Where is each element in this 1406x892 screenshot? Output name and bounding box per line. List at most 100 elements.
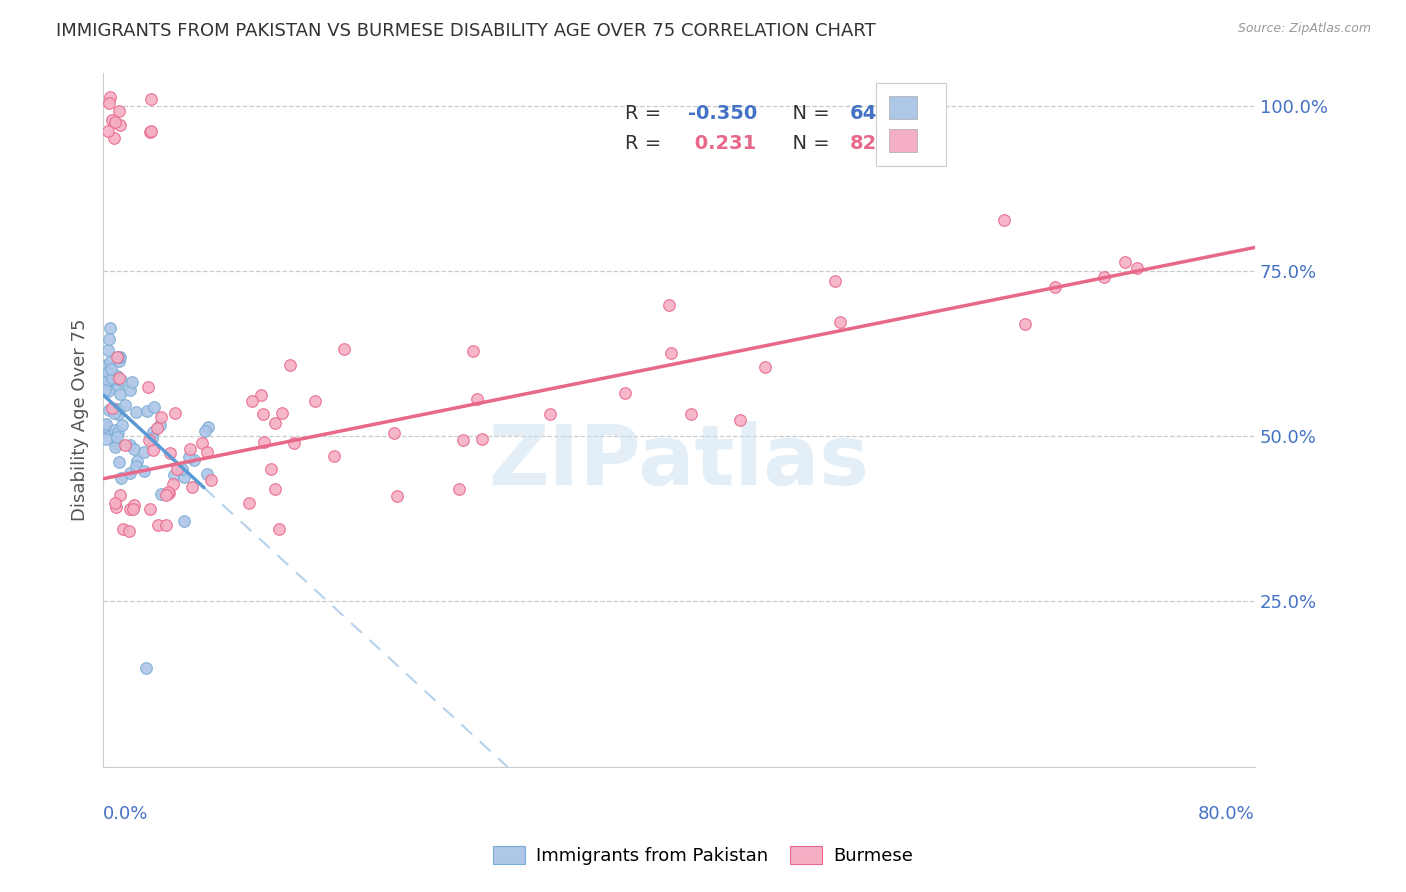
Point: [267, 522, 290, 536]
Point: [728, 413, 751, 427]
Point: [97, 384, 120, 398]
Point: [146, 420, 169, 434]
Text: -0.350: -0.350: [688, 103, 758, 123]
Point: [149, 409, 172, 424]
Point: [138, 433, 160, 447]
Point: [132, 445, 155, 459]
Point: [250, 388, 273, 402]
Point: [271, 406, 294, 420]
Point: [118, 438, 141, 452]
Point: [1126, 261, 1149, 276]
Point: [155, 488, 177, 502]
Point: [238, 496, 260, 510]
Point: [121, 501, 143, 516]
Point: [1092, 270, 1115, 285]
Point: [93, 383, 115, 397]
Point: [143, 400, 166, 414]
Point: [1014, 317, 1036, 331]
Point: [538, 407, 561, 421]
Point: [278, 358, 301, 372]
Point: [108, 103, 131, 118]
Point: [157, 486, 180, 500]
Point: [114, 438, 136, 452]
Point: [252, 407, 274, 421]
Point: [824, 274, 846, 288]
Text: 80.0%: 80.0%: [1198, 805, 1256, 823]
Point: [240, 393, 263, 408]
Point: [108, 354, 131, 368]
Point: [679, 407, 702, 421]
Text: N =: N =: [780, 103, 837, 123]
Text: IMMIGRANTS FROM PAKISTAN VS BURMESE DISABILITY AGE OVER 75 CORRELATION CHART: IMMIGRANTS FROM PAKISTAN VS BURMESE DISA…: [56, 22, 876, 40]
Point: [447, 482, 470, 496]
Point: [177, 450, 200, 464]
Point: [127, 453, 149, 467]
Point: [97, 343, 120, 358]
Point: [1114, 255, 1136, 269]
Point: [993, 212, 1015, 227]
Point: [110, 387, 132, 401]
Text: R =: R =: [624, 103, 668, 123]
Point: [100, 401, 122, 415]
Point: [98, 374, 121, 388]
Point: [98, 320, 121, 334]
Point: [166, 461, 188, 475]
Point: [98, 355, 121, 369]
Point: [179, 442, 201, 457]
Point: [322, 450, 344, 464]
Point: [471, 432, 494, 446]
Point: [190, 436, 212, 450]
Point: [121, 375, 143, 389]
Point: [142, 425, 165, 439]
Point: [98, 95, 121, 110]
Legend: , : ,: [876, 83, 946, 166]
Point: [96, 417, 118, 431]
Point: [100, 362, 122, 376]
Point: [163, 467, 186, 482]
Point: [1043, 280, 1066, 294]
Legend: Immigrants from Pakistan, Burmese: Immigrants from Pakistan, Burmese: [484, 837, 922, 874]
Point: [103, 131, 125, 145]
Point: [103, 406, 125, 420]
Point: [107, 407, 129, 421]
Point: [139, 502, 162, 516]
Text: R =: R =: [624, 134, 668, 153]
Point: [135, 404, 157, 418]
Point: [97, 402, 120, 417]
Point: [105, 430, 128, 444]
Point: [193, 424, 215, 438]
Point: [111, 417, 134, 432]
Point: [170, 462, 193, 476]
Point: [139, 92, 162, 106]
Point: [105, 350, 128, 364]
Point: [108, 351, 131, 365]
Text: ZIPatlas: ZIPatlas: [488, 421, 869, 502]
Point: [333, 343, 356, 357]
Point: [104, 115, 127, 129]
Point: [125, 405, 148, 419]
Point: [304, 394, 326, 409]
Point: [105, 437, 128, 451]
Point: [108, 371, 131, 385]
Point: [104, 423, 127, 437]
Point: [754, 359, 776, 374]
Point: [101, 371, 124, 385]
Point: [263, 482, 285, 496]
Point: [107, 425, 129, 439]
Point: [162, 477, 184, 491]
Point: [828, 315, 851, 329]
Point: [96, 425, 118, 439]
Point: [105, 369, 128, 384]
Point: [150, 486, 173, 500]
Point: [465, 392, 488, 407]
Point: [382, 425, 405, 440]
Point: [124, 459, 146, 474]
Point: [97, 365, 120, 379]
Point: [107, 378, 129, 392]
Point: [195, 445, 218, 459]
Point: [100, 90, 122, 104]
Point: [260, 461, 283, 475]
Point: [122, 442, 145, 457]
Point: [387, 489, 409, 503]
Point: [138, 125, 160, 139]
